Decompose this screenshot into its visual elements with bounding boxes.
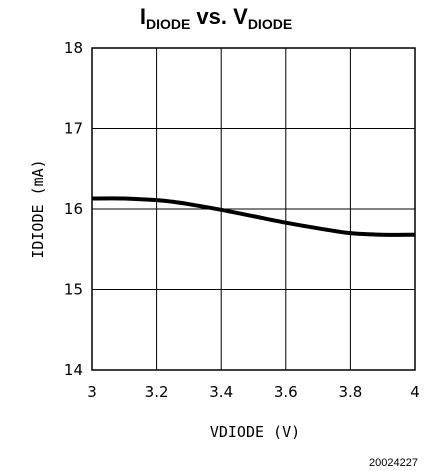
- figure-id: 20024227: [369, 457, 418, 469]
- x-tick-label: 3.2: [145, 383, 169, 401]
- x-tick-label: 3.4: [209, 383, 233, 401]
- plot-area: [91, 47, 416, 371]
- y-tick-label: 14: [64, 361, 83, 379]
- x-tick-label: 3.8: [338, 383, 362, 401]
- series: [91, 196, 416, 237]
- grid: [92, 48, 415, 370]
- y-tick-label: 17: [64, 120, 83, 138]
- y-tick-label: 16: [64, 200, 83, 218]
- y-tick-label: 15: [64, 281, 83, 299]
- series-line: [91, 196, 416, 237]
- chart-title: IDIODE vs. VDIODE: [140, 4, 292, 32]
- x-tick-label: 4: [410, 383, 420, 401]
- x-tick-label: 3.6: [274, 383, 298, 401]
- y-tick-label: 18: [64, 39, 83, 57]
- x-axis-title: VDIODE (V): [210, 423, 300, 441]
- x-tick-label: 3: [87, 383, 97, 401]
- tick-labels: 3 3.2 3.4 3.6 3.8 4 14 15 16 17 18: [64, 39, 420, 401]
- y-axis-title: IDIODE (mA): [29, 159, 47, 258]
